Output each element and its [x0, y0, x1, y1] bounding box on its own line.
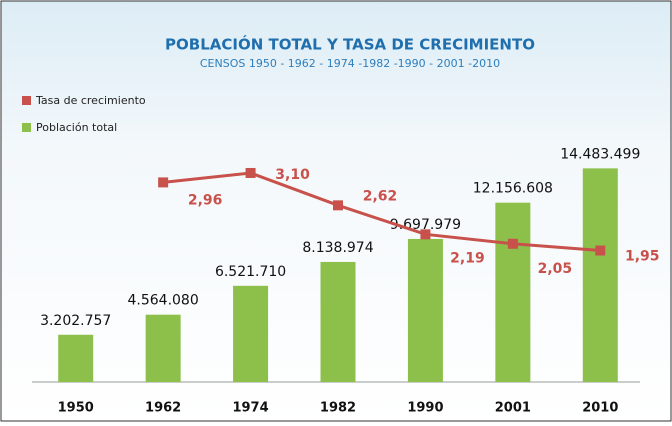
x-tick-label: 1962 — [145, 401, 181, 416]
bar — [145, 314, 181, 382]
line — [162, 171, 601, 253]
data-label: 8.138.974 — [302, 240, 373, 256]
x-tick-label: 1974 — [232, 401, 268, 416]
bar — [320, 261, 356, 382]
line-marker — [245, 167, 256, 178]
line-marker — [507, 238, 518, 249]
line-marker — [333, 200, 343, 211]
data-label: 2,62 — [363, 188, 398, 204]
line-marker — [158, 177, 169, 188]
bar — [582, 168, 618, 382]
x-tick-label: 1950 — [58, 401, 94, 416]
x-tick-label: 1982 — [320, 401, 356, 416]
legend-swatch — [22, 123, 31, 132]
x-tick-label: 2010 — [582, 401, 618, 416]
bar — [233, 285, 269, 382]
line-marker — [420, 229, 431, 240]
data-label: 1,95 — [625, 249, 660, 265]
data-label: 2,05 — [538, 261, 573, 277]
bar — [407, 238, 443, 382]
data-label: 14.483.499 — [560, 146, 640, 162]
chart-subtitle: CENSOS 1950 - 1962 - 1974 -1982 -1990 - … — [200, 57, 500, 70]
data-label: 6.521.710 — [215, 264, 286, 280]
data-label: 2,96 — [188, 192, 223, 208]
legend-label: Tasa de crecimiento — [35, 94, 146, 107]
data-label: 4.564.080 — [128, 293, 199, 309]
bar — [58, 334, 94, 382]
legend-label: Población total — [36, 121, 117, 134]
x-tick-label: 2001 — [495, 401, 531, 416]
data-label: 12.156.608 — [473, 181, 553, 197]
data-label: 2,19 — [450, 250, 485, 266]
bar — [495, 202, 531, 382]
line-marker — [595, 245, 606, 256]
chart-title: POBLACIÓN TOTAL Y TASA DE CRECIMIENTO — [165, 35, 535, 54]
x-tick-label: 1990 — [407, 401, 443, 416]
legend-swatch — [22, 96, 31, 105]
data-label: 3.202.757 — [40, 313, 111, 329]
data-label: 3,10 — [275, 167, 310, 183]
